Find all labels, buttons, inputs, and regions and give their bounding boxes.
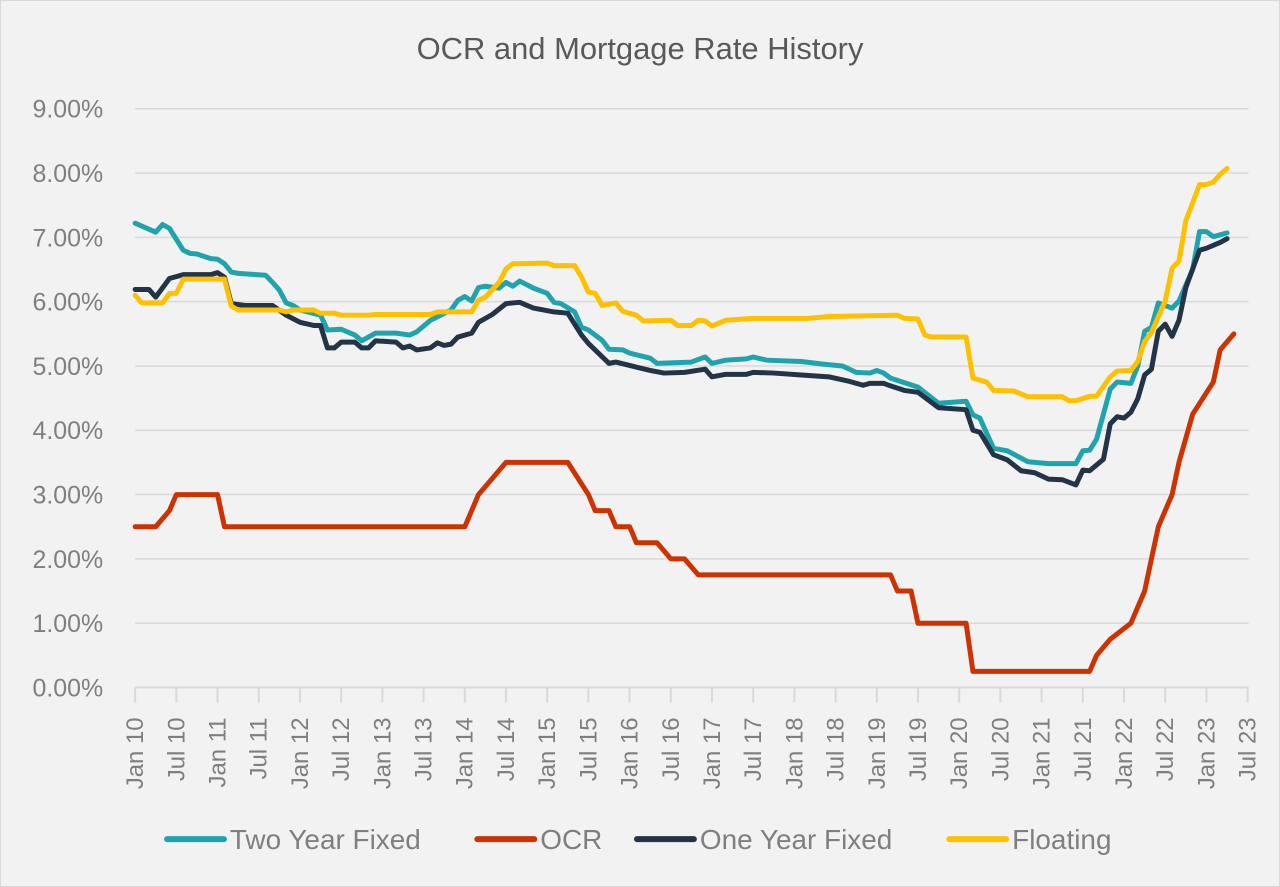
series-line-one-year-fixed [132, 236, 1230, 488]
legend-label: Floating [1012, 824, 1111, 855]
x-tick-label: Jul 20 [987, 717, 1014, 781]
series-line-ocr [132, 331, 1237, 674]
legend-label: One Year Fixed [700, 824, 892, 855]
legend: Two Year Fixed OCR One Year Fixed Floating [164, 824, 1112, 855]
legend-item: Floating [946, 824, 1112, 855]
x-tick-label: Jan 15 [534, 717, 561, 789]
x-tick-label: Jul 10 [163, 717, 190, 781]
y-tick-label: 9.00% [32, 96, 103, 124]
x-tick-label: Jul 17 [740, 717, 767, 781]
x-tick-label: Jul 18 [823, 717, 850, 781]
x-tick-label: Jul 14 [493, 717, 520, 781]
y-tick-label: 1.00% [32, 610, 103, 638]
series-line-floating [132, 166, 1230, 404]
x-tick-label: Jan 13 [369, 717, 396, 789]
x-tick-label: Jul 16 [658, 717, 685, 781]
legend-item: Two Year Fixed [164, 824, 421, 855]
series-lines [132, 166, 1237, 674]
x-tick-label: Jan 14 [452, 717, 479, 789]
legend-label: OCR [540, 824, 602, 855]
x-tick-label: Jan 12 [287, 717, 314, 789]
x-tick-label: Jul 12 [328, 717, 355, 781]
legend-item: OCR [474, 824, 602, 855]
x-tick-label: Jul 22 [1152, 717, 1179, 781]
x-tick-label: Jan 11 [205, 717, 232, 787]
x-tick-label: Jul 19 [905, 717, 932, 781]
x-tick-label: Jan 23 [1193, 717, 1220, 789]
legend-item: One Year Fixed [634, 824, 892, 855]
chart-title: OCR and Mortgage Rate History [417, 31, 864, 66]
y-axis-labels: 0.00% 1.00% 2.00% 3.00% 4.00% 5.00% 6.00% 7.00%… [32, 96, 103, 703]
x-tick-label: Jul 15 [575, 717, 602, 781]
x-tick-label: Jul 13 [411, 717, 438, 781]
y-tick-label: 3.00% [32, 482, 103, 510]
x-tick-label: Jan 19 [864, 717, 891, 789]
x-tick-label: Jan 16 [617, 717, 644, 789]
x-axis: Jan 10 Jul 10 Jan 11 Jul 11 Jan 12 Jul 12 Jan … [122, 686, 1262, 789]
y-tick-label: 0.00% [32, 674, 103, 702]
legend-label: Two Year Fixed [230, 824, 421, 855]
y-tick-label: 7.00% [32, 224, 103, 252]
x-tick-label: Jul 23 [1235, 717, 1262, 781]
x-tick-label: Jan 21 [1029, 717, 1056, 789]
x-tick-label: Jan 10 [122, 717, 149, 789]
x-tick-label: Jan 22 [1111, 717, 1138, 789]
y-tick-label: 4.00% [32, 417, 103, 445]
series-line-two-year-fixed [132, 220, 1230, 467]
x-tick-label: Jan 18 [781, 717, 808, 789]
gridlines [135, 108, 1249, 624]
x-tick-label: Jul 21 [1070, 717, 1097, 781]
y-tick-label: 6.00% [32, 289, 103, 317]
x-tick-label: Jul 11 [246, 717, 273, 779]
y-tick-label: 5.00% [32, 353, 103, 381]
y-tick-label: 8.00% [32, 160, 103, 188]
x-tick-label: Jan 20 [946, 717, 973, 789]
y-tick-label: 2.00% [32, 546, 103, 574]
x-tick-label: Jan 17 [699, 717, 726, 789]
